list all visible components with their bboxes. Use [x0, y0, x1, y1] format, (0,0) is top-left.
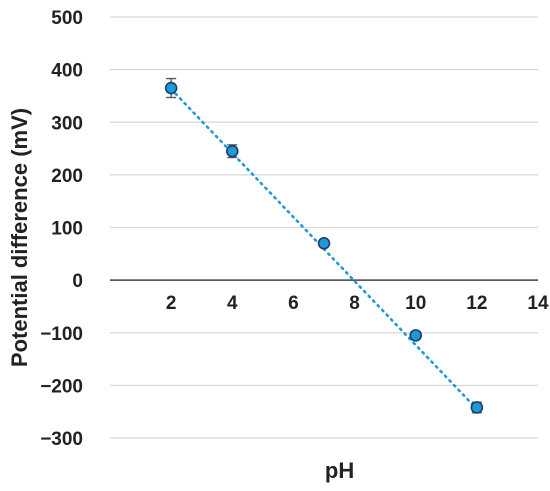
y-tick-label: 300: [51, 113, 83, 134]
data-point: [409, 329, 423, 342]
x-tick-label: 6: [288, 293, 299, 314]
data-point: [317, 236, 331, 250]
data-points: [164, 77, 484, 414]
x-tick-label: 8: [349, 293, 360, 314]
y-tick-label: −300: [40, 429, 83, 450]
data-point: [164, 81, 178, 95]
data-point: [470, 401, 484, 414]
data-point: [225, 144, 239, 158]
grid-lines: [110, 16, 538, 439]
x-tick-label: 4: [227, 293, 238, 314]
x-tick-label: 12: [466, 293, 487, 314]
x-tick-label: 14: [527, 293, 549, 314]
y-axis-title: Potential difference (mV): [7, 108, 32, 367]
y-tick-label: −100: [40, 324, 83, 345]
y-tick-label: 200: [51, 166, 83, 187]
y-tick-label: −200: [40, 376, 83, 397]
y-tick-label: 500: [51, 8, 83, 29]
x-tick-label: 2: [166, 293, 177, 314]
x-axis-title: pH: [325, 458, 354, 483]
x-tick-labels: 2 4 6 8 10 12 14: [166, 293, 549, 314]
y-tick-label: 0: [72, 271, 83, 292]
y-tick-label: 100: [51, 219, 83, 240]
y-tick-labels: 500 400 300 200 100 0 −100 −200 −300: [40, 8, 83, 450]
y-tick-label: 400: [51, 61, 83, 82]
x-tick-label: 10: [405, 293, 426, 314]
